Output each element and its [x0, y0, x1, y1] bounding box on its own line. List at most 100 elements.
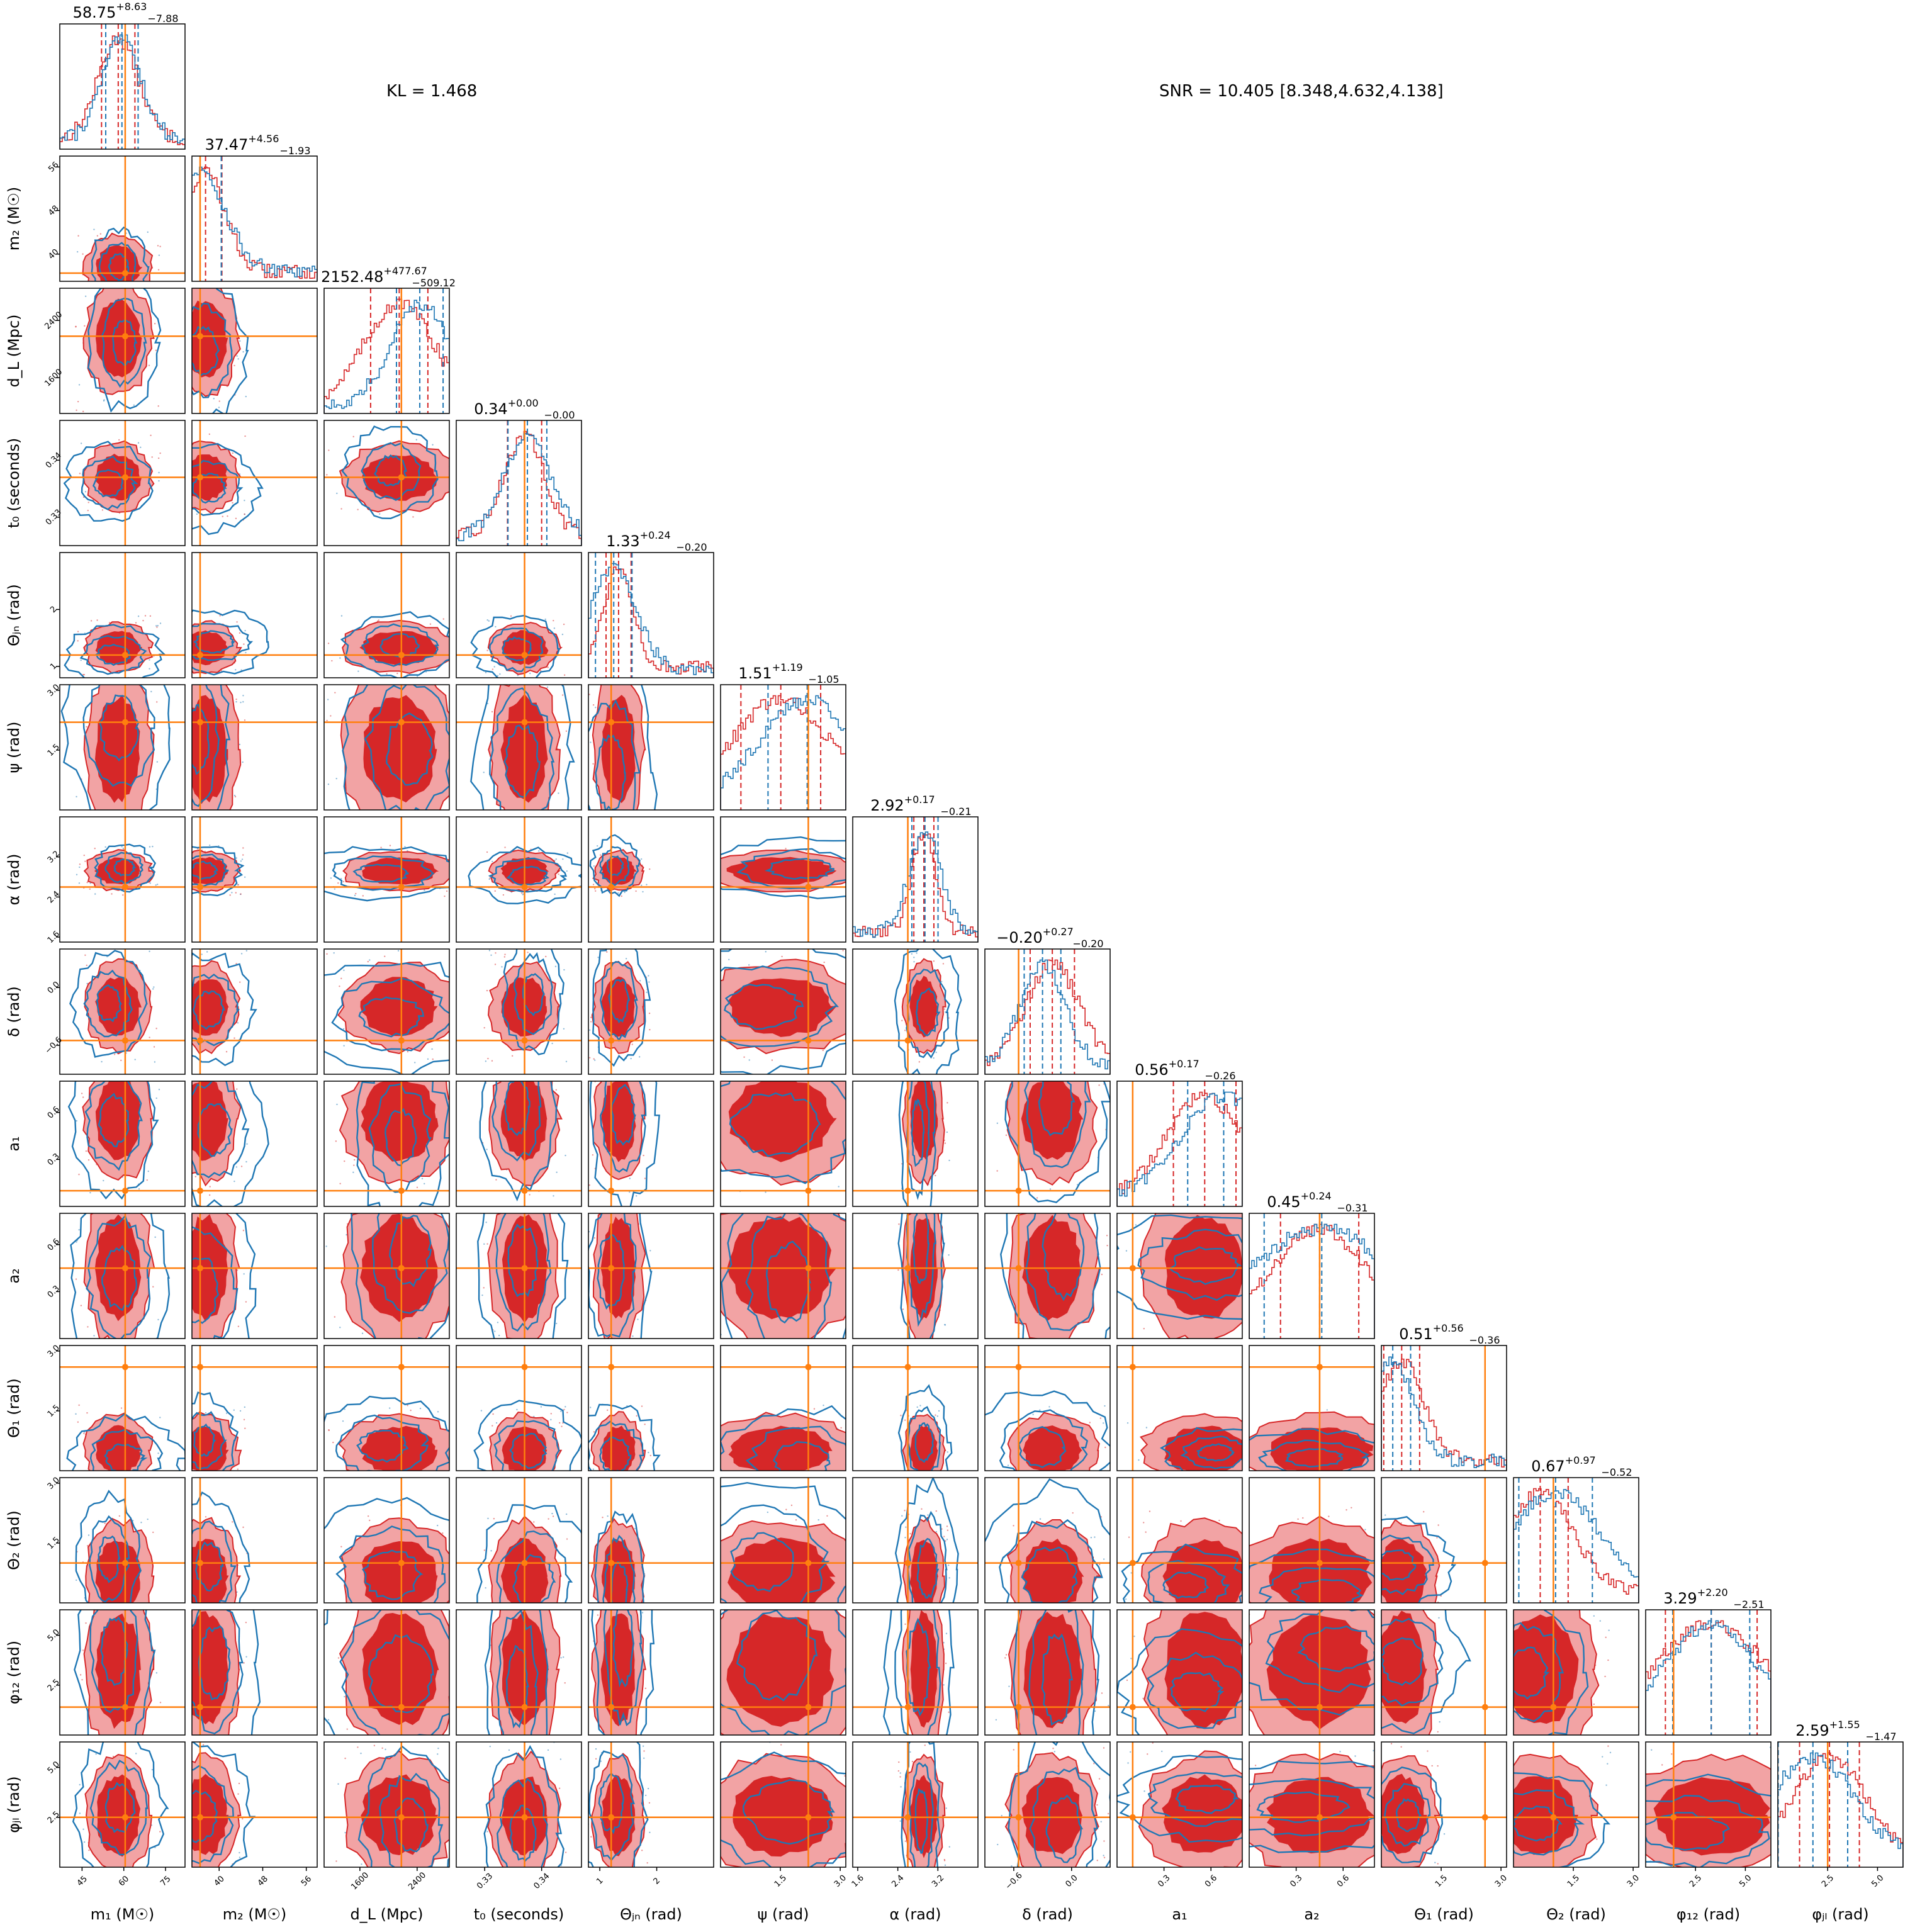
sample-point — [337, 1783, 339, 1785]
sample-point — [901, 1076, 902, 1077]
title-median: 1.51 — [738, 665, 772, 682]
sample-point — [128, 1349, 129, 1351]
sample-point — [1561, 1570, 1563, 1571]
panel-content — [718, 1575, 846, 1735]
sample-point — [592, 1064, 593, 1065]
panel-content — [324, 817, 449, 942]
sample-point — [1315, 1756, 1317, 1757]
panel-content — [695, 817, 846, 942]
sample-point — [458, 673, 459, 675]
sample-point — [1252, 1485, 1253, 1486]
contour-b-outer — [1121, 1543, 1242, 1603]
sample-point — [918, 1743, 919, 1744]
sample-point — [1135, 1201, 1137, 1203]
sample-point — [155, 1097, 157, 1099]
panel-content — [721, 1081, 846, 1206]
sample-point — [103, 400, 105, 402]
sample-point — [84, 491, 87, 493]
sample-point — [471, 1865, 473, 1867]
histogram-b — [588, 563, 714, 678]
sample-point — [1439, 1604, 1440, 1605]
sample-point — [631, 1043, 633, 1045]
panel-frame — [852, 1345, 979, 1471]
panel-frame — [59, 155, 186, 282]
sample-point — [424, 889, 425, 891]
sample-point — [235, 857, 237, 859]
sample-point — [75, 325, 77, 328]
truth-marker — [805, 1814, 812, 1821]
panel-content — [60, 24, 185, 149]
contour-b-inner — [608, 979, 631, 1024]
sample-point — [437, 1411, 439, 1413]
sample-point — [1212, 1482, 1213, 1483]
sample-point — [559, 1076, 561, 1077]
truth-marker — [904, 1037, 911, 1044]
y-tick-label: 1.5 — [46, 743, 62, 758]
sample-point — [687, 1450, 688, 1451]
sample-point — [539, 670, 542, 671]
sample-point — [138, 1486, 140, 1487]
sample-point — [632, 1042, 634, 1043]
sample-point — [1491, 1668, 1493, 1670]
sample-point — [1496, 1720, 1497, 1721]
sample-point — [244, 876, 246, 878]
sample-point — [93, 228, 95, 230]
sample-point — [381, 1747, 383, 1749]
sample-point — [195, 1473, 196, 1474]
sample-point — [233, 1180, 235, 1182]
sample-point — [560, 1748, 561, 1749]
sample-point — [109, 622, 111, 624]
sample-point — [232, 502, 233, 504]
sample-point — [243, 1418, 245, 1421]
sample-point — [704, 864, 705, 865]
sample-point — [590, 1021, 592, 1023]
panel-content — [853, 1076, 978, 1206]
sample-point — [483, 1549, 486, 1551]
sample-point — [898, 1890, 899, 1892]
sample-point — [335, 777, 337, 780]
sample-point — [188, 490, 189, 491]
sample-point — [196, 513, 198, 515]
sample-point — [948, 1480, 949, 1481]
sample-point — [79, 863, 81, 865]
sample-point — [201, 953, 203, 955]
sample-point — [356, 1740, 357, 1741]
sample-point — [164, 714, 166, 715]
sample-point — [539, 1185, 541, 1186]
sample-point — [695, 891, 697, 892]
contour-b-inner — [386, 712, 434, 786]
sample-point — [1261, 1856, 1262, 1857]
panel-content — [721, 949, 846, 1074]
sample-point — [244, 1406, 246, 1408]
sample-point — [354, 1064, 356, 1065]
contour-a-inner — [192, 856, 228, 885]
sample-point — [160, 1776, 161, 1777]
x-tick-label: 45 — [76, 1874, 89, 1888]
sample-point — [242, 1817, 244, 1820]
contour-b-outer — [1117, 1628, 1242, 1735]
sample-point — [330, 1612, 332, 1613]
histogram-panel-alpha: 2.92+0.17−0.21 — [852, 794, 979, 943]
contour-b-middle — [721, 1751, 846, 1867]
sample-point — [1005, 1134, 1008, 1137]
sample-point — [471, 1085, 472, 1086]
contour-b-inner — [915, 987, 941, 1036]
truth-marker — [196, 719, 203, 726]
sample-point — [340, 508, 342, 510]
sample-point — [236, 1269, 239, 1271]
sample-point — [240, 1165, 243, 1167]
contour-b-outer — [91, 226, 150, 281]
contour-b-middle — [98, 242, 137, 281]
sample-point — [87, 1326, 89, 1328]
sample-point — [632, 1605, 633, 1607]
sample-point — [856, 1360, 858, 1361]
sample-point — [718, 1575, 719, 1576]
panel-frame — [59, 1345, 186, 1471]
sample-point — [865, 1762, 867, 1763]
sample-point — [498, 1050, 500, 1051]
sample-point — [1065, 1352, 1067, 1353]
sample-point — [179, 851, 181, 853]
truth-marker — [1015, 1559, 1022, 1566]
sample-point — [625, 1886, 626, 1887]
